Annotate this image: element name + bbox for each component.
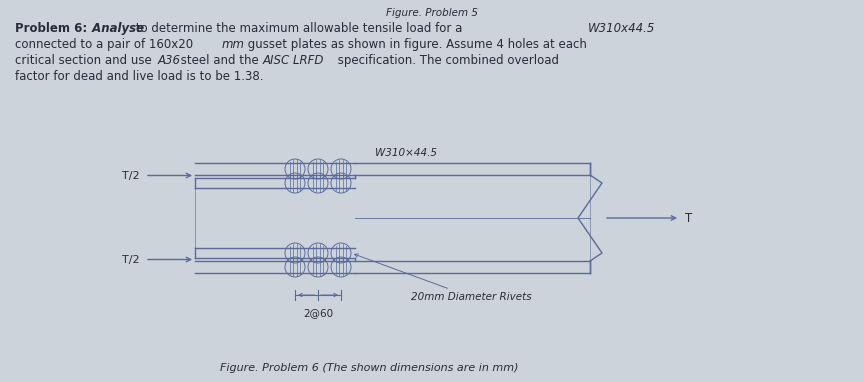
Text: steel and the: steel and the xyxy=(177,54,263,67)
Text: W310×44.5: W310×44.5 xyxy=(375,148,437,158)
Text: T: T xyxy=(685,212,692,225)
Text: connected to a pair of 160x20: connected to a pair of 160x20 xyxy=(15,38,194,51)
Text: W310x44.5: W310x44.5 xyxy=(588,22,656,35)
Text: 20mm Diameter Rivets: 20mm Diameter Rivets xyxy=(354,254,531,302)
Text: mm: mm xyxy=(222,38,245,51)
Text: 2@60: 2@60 xyxy=(303,308,333,318)
Text: T/2: T/2 xyxy=(123,170,140,181)
Text: to determine the maximum allowable tensile load for a: to determine the maximum allowable tensi… xyxy=(132,22,466,35)
Text: gusset plates as shown in figure. Assume 4 holes at each: gusset plates as shown in figure. Assume… xyxy=(244,38,587,51)
Text: AISC LRFD: AISC LRFD xyxy=(263,54,324,67)
Text: specification. The combined overload: specification. The combined overload xyxy=(334,54,559,67)
Text: T/2: T/2 xyxy=(123,254,140,264)
Text: factor for dead and live load is to be 1.38.: factor for dead and live load is to be 1… xyxy=(15,70,264,83)
Text: Problem 6:: Problem 6: xyxy=(15,22,87,35)
Text: Figure. Problem 5: Figure. Problem 5 xyxy=(386,8,478,18)
Text: critical section and use: critical section and use xyxy=(15,54,156,67)
Text: Figure. Problem 6 (The shown dimensions are in mm): Figure. Problem 6 (The shown dimensions … xyxy=(220,363,518,373)
Text: A36: A36 xyxy=(158,54,181,67)
Text: Analyse: Analyse xyxy=(88,22,144,35)
